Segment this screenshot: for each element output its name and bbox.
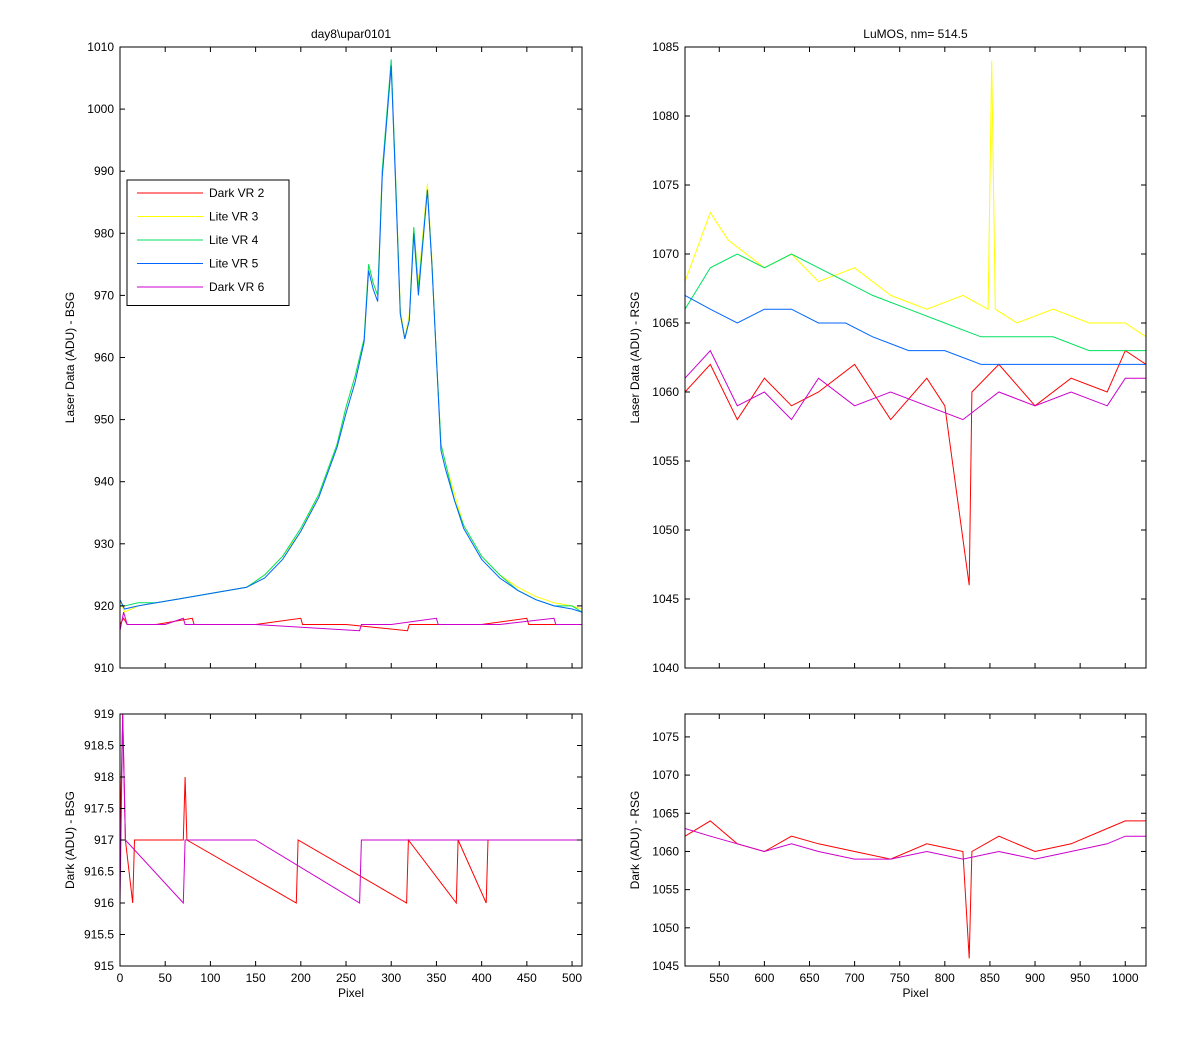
axes-box — [684, 46, 1147, 669]
y-tick-label: 960 — [94, 351, 114, 365]
x-tick-label: 600 — [754, 971, 774, 985]
y-tick-label: 1055 — [652, 883, 679, 897]
legend-box — [126, 179, 290, 306]
x-tick-label: 250 — [336, 971, 356, 985]
series-group — [685, 820, 1146, 959]
chart-title: LuMOS, nm= 514.5 — [863, 27, 968, 41]
y-tick-label: 1065 — [652, 806, 679, 820]
x-tick-label: 500 — [562, 971, 582, 985]
series-line-lite-vr-5 — [685, 294, 1146, 365]
x-tick-label: 100 — [200, 971, 220, 985]
x-tick-label: 350 — [426, 971, 446, 985]
x-tick-label: 1000 — [1112, 971, 1139, 985]
y-tick-label: 915 — [94, 959, 114, 973]
x-axis-label: Pixel — [902, 986, 928, 1000]
legend-entry-label: Lite VR 4 — [209, 233, 259, 247]
y-tick-label: 980 — [94, 226, 114, 240]
y-tick-label: 918.5 — [84, 739, 114, 753]
y-tick-label: 1045 — [652, 959, 679, 973]
y-tick-label: 1010 — [87, 40, 114, 54]
series-line-lite-vr-5 — [120, 65, 582, 613]
series-line-dark-vr-6 — [685, 828, 1146, 860]
legend: Dark VR 2 Lite VR 3 Lite VR 4 Lite VR 5 Dark… — [126, 179, 290, 306]
x-tick-label: 550 — [709, 971, 729, 985]
y-tick-label: 1070 — [652, 247, 679, 261]
y-tick-label: 916 — [94, 896, 114, 910]
y-tick-label: 1050 — [652, 523, 679, 537]
y-tick-label: 990 — [94, 164, 114, 178]
x-tick-label: 650 — [799, 971, 819, 985]
panel-rsg_laser: 1040 1045 1050 1055 1060 1065 1070 1075 1080 1085… — [628, 27, 1147, 675]
x-tick-label: 150 — [246, 971, 266, 985]
y-tick-label: 917 — [94, 833, 114, 847]
x-tick-label: 300 — [381, 971, 401, 985]
legend-entry-label: Dark VR 2 — [209, 186, 265, 200]
y-tick-label: 918 — [94, 770, 114, 784]
series-line-dark-vr-2 — [685, 349, 1146, 586]
x-axis-label: Pixel — [338, 986, 364, 1000]
legend-entry-label: Lite VR 3 — [209, 210, 259, 224]
y-tick-label: 910 — [94, 661, 114, 675]
panel-rsg_dark: 550 600 650 700 750 800 850 900 950 1000 1045 1050 1… — [628, 713, 1147, 1000]
x-tick-label: 750 — [890, 971, 910, 985]
y-tick-label: 920 — [94, 599, 114, 613]
y-tick-label: 1060 — [652, 844, 679, 858]
panel-bsg_laser: 910 920 930 940 950 960 970 980 990 1000 1010 day8\… — [63, 27, 583, 675]
y-tick-label: 1065 — [652, 316, 679, 330]
series-line-dark-vr-6 — [685, 349, 1146, 421]
x-tick-label: 950 — [1070, 971, 1090, 985]
y-tick-label: 1040 — [652, 661, 679, 675]
series-line-dark-vr-2 — [120, 714, 582, 905]
x-tick-label: 900 — [1025, 971, 1045, 985]
axes-box — [684, 713, 1147, 967]
y-tick-label: 915.5 — [84, 928, 114, 942]
y-tick-label: 917.5 — [84, 802, 114, 816]
x-tick-label: 700 — [845, 971, 865, 985]
y-tick-label: 1080 — [652, 109, 679, 123]
series-group — [120, 714, 582, 905]
y-tick-label: 1085 — [652, 40, 679, 54]
y-tick-label: 919 — [94, 707, 114, 721]
series-group — [685, 60, 1146, 586]
x-tick-label: 50 — [159, 971, 173, 985]
y-tick-label: 916.5 — [84, 865, 114, 879]
x-tick-label: 400 — [472, 971, 492, 985]
y-tick-label: 1075 — [652, 178, 679, 192]
y-tick-label: 1060 — [652, 385, 679, 399]
legend-entry-label: Lite VR 5 — [209, 257, 259, 271]
chart-title: day8\upar0101 — [311, 27, 391, 41]
x-tick-label: 800 — [935, 971, 955, 985]
y-tick-label: 970 — [94, 288, 114, 302]
y-tick-label: 1000 — [87, 102, 114, 116]
y-tick-label: 1055 — [652, 454, 679, 468]
y-tick-label: 930 — [94, 537, 114, 551]
x-tick-label: 850 — [980, 971, 1000, 985]
y-tick-label: 1050 — [652, 921, 679, 935]
y-tick-label: 1045 — [652, 592, 679, 606]
y-tick-label: 950 — [94, 413, 114, 427]
series-group — [120, 59, 582, 632]
series-line-lite-vr-4 — [685, 253, 1146, 352]
y-axis-label: Dark (ADU) - BSG — [63, 791, 77, 889]
y-tick-label: 940 — [94, 475, 114, 489]
panel-bsg_dark: 0 50 100 150 200 250 300 350 400 450 500 915 915.5 91… — [63, 707, 583, 1000]
series-line-lite-vr-3 — [685, 60, 1146, 338]
legend-entry-label: Dark VR 6 — [209, 280, 265, 294]
x-tick-label: 200 — [291, 971, 311, 985]
series-line-dark-vr-6 — [120, 611, 582, 632]
x-tick-label: 450 — [517, 971, 537, 985]
y-axis-label: Laser Data (ADU) - RSG — [628, 291, 642, 423]
y-axis-label: Dark (ADU) - RSG — [628, 791, 642, 890]
y-tick-label: 1070 — [652, 768, 679, 782]
y-axis-label: Laser Data (ADU) - BSG — [63, 292, 77, 423]
x-tick-label: 0 — [117, 971, 124, 985]
y-tick-label: 1075 — [652, 730, 679, 744]
series-line-dark-vr-6 — [120, 714, 582, 905]
